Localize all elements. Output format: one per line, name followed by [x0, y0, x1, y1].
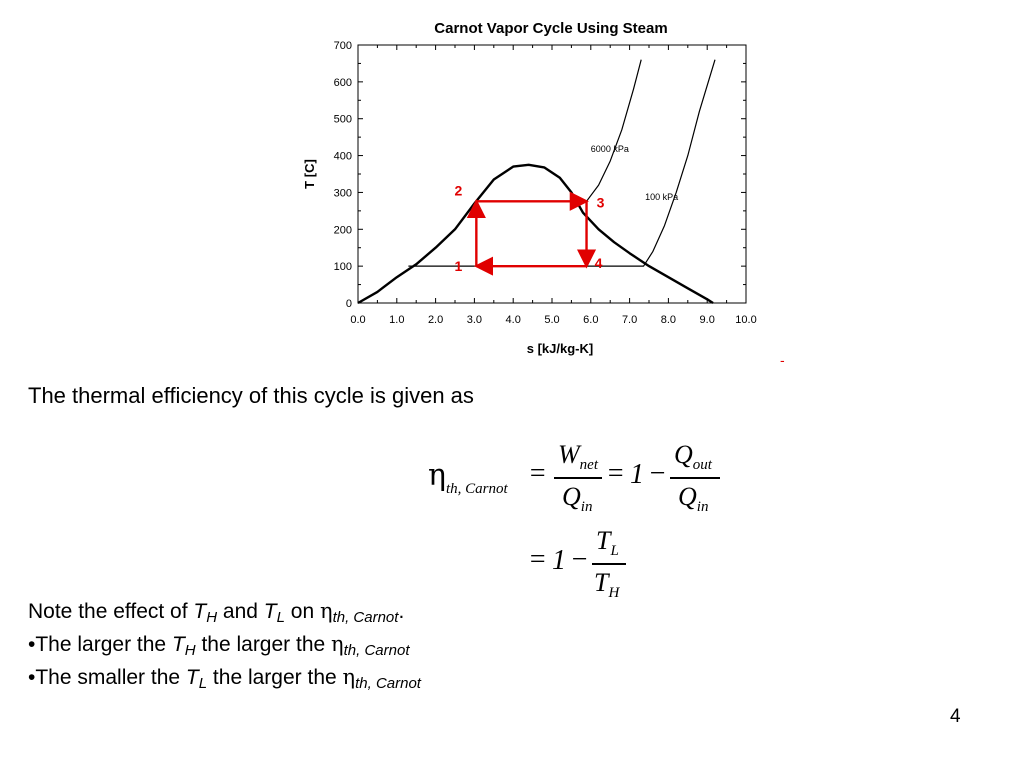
y-tick-label: 200 — [334, 224, 352, 236]
equals-2: = — [606, 458, 625, 489]
x-axis-label: s [kJ/kg-K] — [527, 341, 593, 356]
state-point-label: 3 — [597, 194, 605, 210]
x-tick-label: 4.0 — [506, 314, 521, 326]
tl-numerator: TL — [596, 526, 619, 559]
fraction-bar-1 — [554, 477, 602, 479]
x-axis-ticks: 0.0 1.0 2.0 3.0 4.0 5.0 6.0 7.0 8.0 9.0 10.0 — [350, 45, 757, 326]
state-point-label: 4 — [595, 255, 603, 271]
state-point-label: 2 — [454, 182, 462, 198]
stray-dash: - — [780, 352, 785, 368]
y-axis-label: T [C] — [302, 159, 317, 189]
chart-title: Carnot Vapor Cycle Using Steam — [434, 20, 667, 37]
y-tick-label: 100 — [334, 261, 352, 273]
qin-denominator-2: Qin — [678, 482, 709, 515]
carnot-cycle: 1 2 3 4 — [454, 182, 605, 276]
note-line-2: •The larger the TH the larger the ηth, C… — [28, 632, 410, 659]
note-line-1: Note the effect of TH and TL on ηth, Car… — [28, 599, 405, 626]
note-line-3: •The smaller the TL the larger the ηth, … — [28, 665, 421, 692]
y-tick-label: 400 — [334, 151, 352, 163]
eta-symbol: ηth, Carnot — [428, 458, 508, 497]
x-tick-label: 10.0 — [735, 314, 756, 326]
isobar-curve — [408, 59, 716, 267]
y-tick-label: 0 — [346, 298, 352, 310]
x-tick-label: 2.0 — [428, 314, 443, 326]
equals-1: = — [528, 458, 547, 489]
x-tick-label: 6.0 — [583, 314, 598, 326]
saturation-dome-curve — [357, 163, 714, 305]
ts-diagram-chart: Carnot Vapor Cycle Using Steam 0.0 1.0 2.0… — [302, 20, 757, 356]
isobar-label: 100 kPa — [645, 192, 678, 202]
y-tick-label: 300 — [334, 187, 352, 199]
y-axis-ticks: 0 100 200 300 400 500 600 700 — [334, 40, 746, 310]
y-tick-label: 500 — [334, 114, 352, 126]
one-1: 1 — [630, 459, 644, 490]
x-tick-label: 5.0 — [544, 314, 559, 326]
one-2: 1 — [552, 545, 566, 576]
th-denominator: TH — [594, 568, 620, 601]
wnet-numerator: Wnet — [558, 440, 598, 473]
notes-block: Note the effect of TH and TL on ηth, Car… — [28, 596, 421, 695]
state-point-label: 1 — [454, 258, 462, 274]
x-tick-label: 0.0 — [350, 314, 365, 326]
equals-3: = — [528, 544, 547, 575]
minus-2: − — [570, 544, 589, 575]
x-tick-label: 9.0 — [700, 314, 715, 326]
x-tick-label: 1.0 — [389, 314, 404, 326]
chart-curves: 6000 kPa 100 kPa — [357, 59, 716, 305]
page-number: 4 — [950, 706, 961, 727]
qin-denominator-1: Qin — [562, 482, 593, 515]
x-tick-label: 7.0 — [622, 314, 637, 326]
fraction-bar-3 — [592, 563, 626, 565]
fraction-bar-2 — [670, 477, 720, 479]
minus-1: − — [648, 458, 667, 489]
qout-numerator: Qout — [674, 440, 712, 473]
y-tick-label: 700 — [334, 40, 352, 52]
x-tick-label: 3.0 — [467, 314, 482, 326]
intro-text: The thermal efficiency of this cycle is … — [28, 383, 474, 408]
isobar-curve — [586, 59, 642, 202]
isobar-label: 6000 kPa — [591, 144, 629, 154]
x-tick-label: 8.0 — [661, 314, 676, 326]
y-tick-label: 600 — [334, 77, 352, 89]
